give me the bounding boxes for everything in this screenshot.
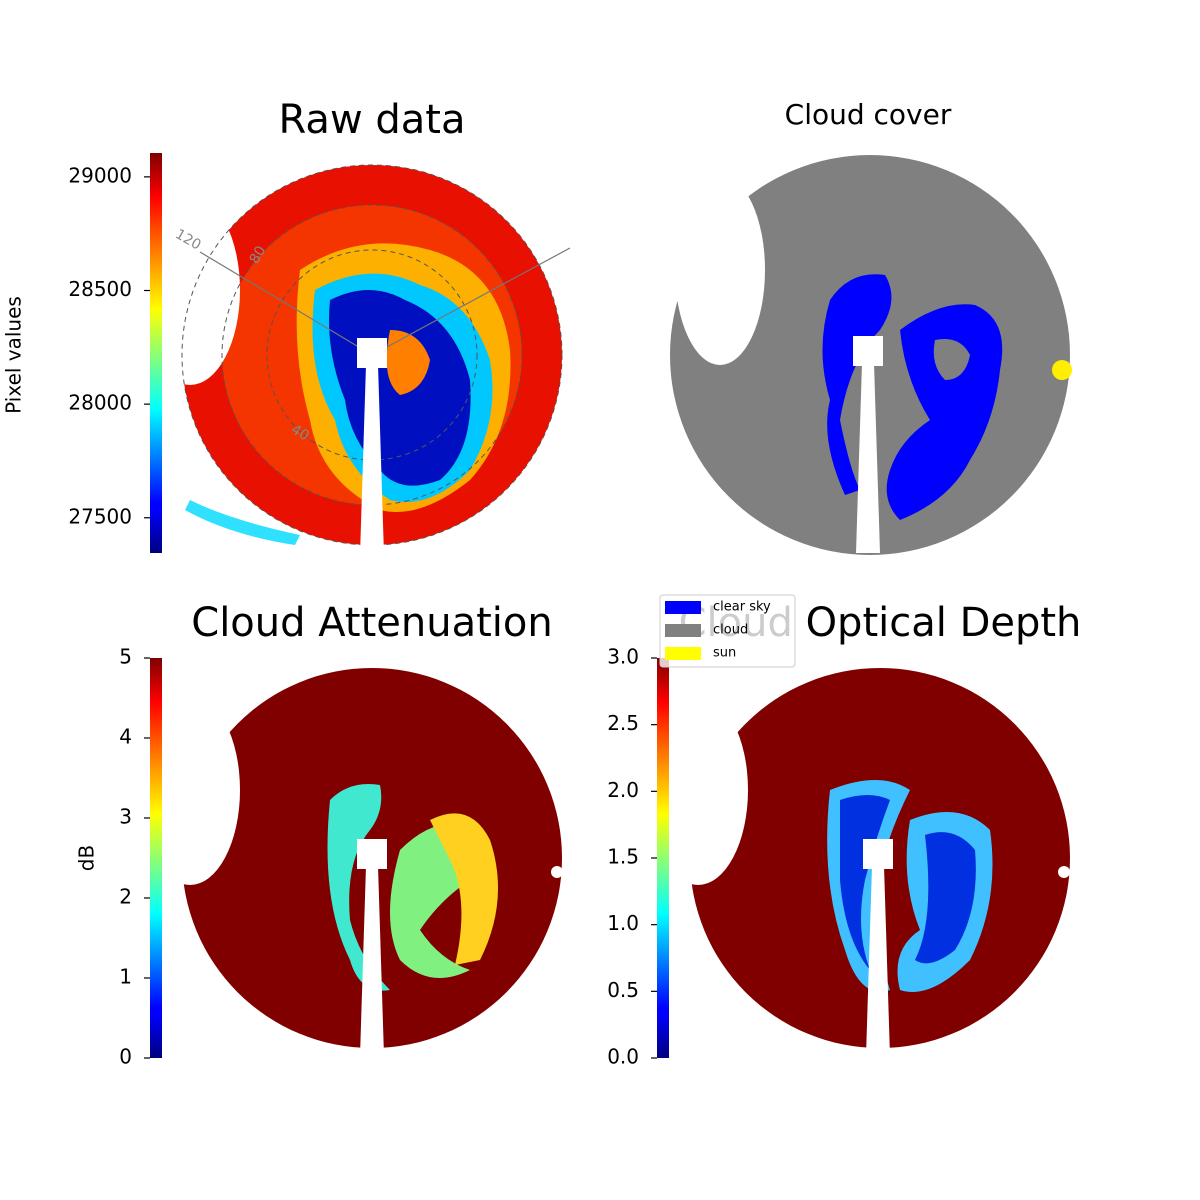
colorbar-tick-label: 5 [119,645,132,669]
colorbar-tick-label: 0.5 [607,978,639,1002]
panel-title: Cloud cover [785,98,952,131]
colorbar [150,153,162,553]
colorbar-tick-label: 4 [119,725,132,749]
cloud-cover-image [670,155,1072,555]
colorbar [150,658,162,1058]
colorbar-tick-label: 3.0 [607,645,639,669]
colorbar-tick-label: 28000 [68,391,132,415]
colorbar-tick-label: 0.0 [607,1045,639,1069]
polar-label: 80 [247,243,270,266]
colorbar-tick-label: 28500 [68,277,132,301]
legend-label: clear sky [713,600,771,615]
colorbar-tick-label: 0 [119,1045,132,1069]
legend-swatch [665,624,701,637]
colorbar-tick-label: 27500 [68,504,132,528]
colorbar-tick-label: 1.0 [607,911,639,935]
optical-depth-image [648,668,1070,1056]
colorbar-tick-label: 2.5 [607,711,639,735]
colorbar-tick-label: 3 [119,805,132,829]
colorbar-tick-label: 1 [119,965,132,989]
colorbar-label: dB [75,845,99,871]
colorbar [657,658,669,1058]
legend-swatch [665,601,701,614]
colorbar-tick-label: 29000 [68,163,132,187]
legend: clear sky cloud sun [659,594,796,668]
colorbar-tick-label: 2.0 [607,778,639,802]
legend-label: sun [713,646,736,661]
raw-image [140,164,571,555]
attenuation-image [140,668,563,1056]
colorbars: 27500 28000 28500 29000 0 1 2 3 4 5 0.0 0.5 1.0 1.5 2.… [68,153,669,1069]
legend-swatch [665,647,701,660]
colorbar-tick-label: 2 [119,885,132,909]
colorbar-tick-label: 1.5 [607,845,639,869]
panel-title: Raw data [279,97,466,143]
colorbar-label: Pixel values [2,296,26,414]
legend-label: cloud [713,623,748,638]
polar-label: 40 [288,422,311,445]
panel-title: Cloud Attenuation [191,600,552,646]
